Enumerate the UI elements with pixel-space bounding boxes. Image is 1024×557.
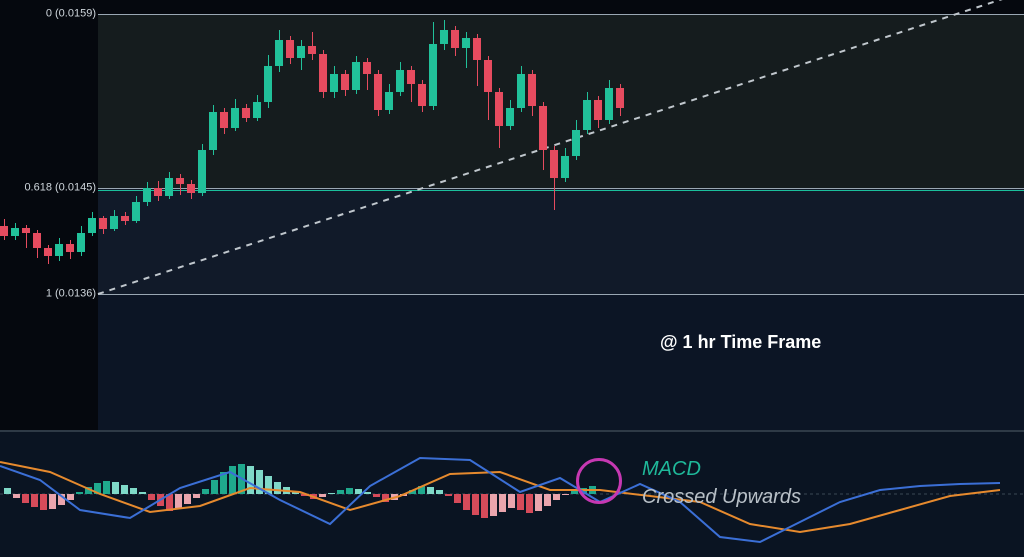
macd-label: MACD [642, 458, 701, 481]
macd-svg [0, 432, 1024, 557]
price-chart-panel[interactable]: 0 (0.0159)0.618 (0.0145)1 (0.0136) @ 1 h… [0, 0, 1024, 430]
macd-cross-highlight-circle [576, 458, 622, 504]
macd-crossed-label: Crossed Upwards [642, 486, 801, 509]
timeframe-annotation: @ 1 hr Time Frame [660, 332, 821, 353]
macd-panel[interactable] [0, 432, 1024, 557]
chart-root: 0 (0.0159)0.618 (0.0145)1 (0.0136) @ 1 h… [0, 0, 1024, 557]
trend-line [0, 0, 1024, 430]
